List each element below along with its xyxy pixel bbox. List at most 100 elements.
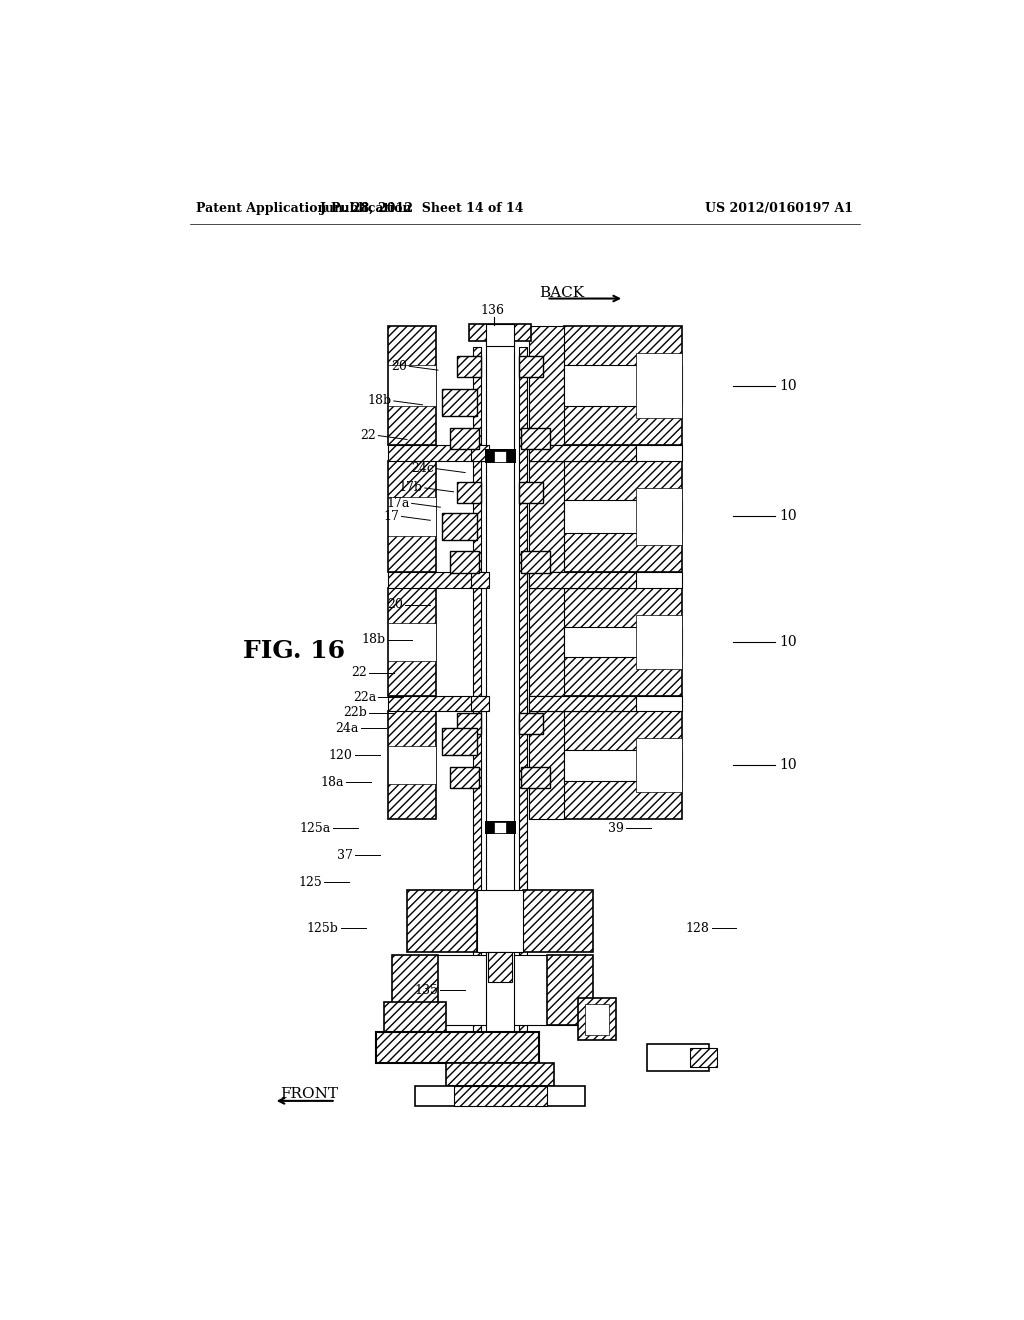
Bar: [442, 389, 477, 416]
Bar: [388, 746, 436, 784]
Bar: [458, 355, 480, 378]
Bar: [388, 589, 436, 696]
Bar: [391, 956, 438, 1024]
Bar: [528, 326, 563, 445]
Text: 22a: 22a: [352, 690, 376, 704]
Bar: [407, 890, 477, 952]
Bar: [521, 428, 550, 449]
Bar: [488, 952, 512, 982]
Text: 125: 125: [298, 875, 322, 888]
Bar: [469, 323, 531, 341]
Text: Jun. 28, 2012  Sheet 14 of 14: Jun. 28, 2012 Sheet 14 of 14: [321, 202, 524, 215]
Bar: [563, 364, 682, 407]
Bar: [450, 552, 479, 573]
Bar: [563, 711, 682, 818]
Text: 125b: 125b: [307, 921, 339, 935]
Bar: [519, 355, 543, 378]
Bar: [454, 1086, 547, 1106]
Text: 17b: 17b: [398, 482, 423, 495]
Bar: [528, 445, 682, 461]
Text: 24c: 24c: [412, 462, 434, 475]
Bar: [528, 696, 636, 711]
Bar: [636, 615, 682, 669]
Bar: [528, 696, 623, 711]
Bar: [528, 589, 563, 696]
Bar: [388, 696, 506, 711]
Bar: [450, 428, 479, 449]
Bar: [471, 572, 488, 589]
Bar: [578, 998, 616, 1040]
Bar: [471, 696, 488, 711]
Bar: [647, 1044, 710, 1071]
Text: 120: 120: [329, 748, 352, 762]
Bar: [690, 1048, 717, 1067]
Bar: [458, 482, 480, 503]
Text: 17a: 17a: [386, 496, 410, 510]
Text: 10: 10: [779, 635, 797, 649]
Bar: [473, 347, 480, 1052]
Bar: [484, 821, 515, 834]
Text: 22: 22: [351, 667, 367, 680]
Bar: [486, 323, 514, 1074]
Bar: [563, 750, 682, 780]
Bar: [486, 323, 514, 346]
Text: 18b: 18b: [361, 634, 385, 647]
Bar: [528, 445, 623, 461]
Bar: [563, 589, 682, 696]
Bar: [563, 627, 682, 657]
Bar: [528, 572, 682, 589]
Bar: [376, 1032, 539, 1063]
Text: 128: 128: [685, 921, 710, 935]
Text: 18a: 18a: [319, 776, 343, 788]
Text: FIG. 16: FIG. 16: [243, 639, 345, 663]
Text: 17: 17: [383, 510, 399, 523]
Text: 24a: 24a: [336, 722, 359, 735]
Text: 37: 37: [337, 849, 352, 862]
Bar: [388, 623, 436, 661]
Bar: [563, 461, 682, 572]
Bar: [519, 347, 527, 1052]
Bar: [563, 326, 682, 445]
Bar: [519, 482, 543, 503]
Text: 22: 22: [360, 429, 376, 442]
Bar: [415, 1086, 586, 1106]
Bar: [458, 713, 480, 734]
Text: 10: 10: [779, 510, 797, 524]
Bar: [523, 890, 593, 952]
Bar: [528, 711, 563, 818]
Bar: [636, 738, 682, 792]
Bar: [391, 956, 578, 1024]
Bar: [388, 711, 436, 818]
Bar: [477, 890, 523, 952]
Text: 22b: 22b: [343, 706, 367, 719]
Text: FRONT: FRONT: [280, 1086, 338, 1101]
Text: 39: 39: [608, 822, 624, 834]
Text: US 2012/0160197 A1: US 2012/0160197 A1: [705, 202, 853, 215]
Text: 20: 20: [391, 360, 407, 372]
Text: 136: 136: [480, 305, 505, 317]
Text: BACK: BACK: [539, 286, 584, 300]
Bar: [519, 713, 543, 734]
Bar: [528, 572, 623, 589]
Text: Patent Application Publication: Patent Application Publication: [197, 202, 412, 215]
Bar: [442, 512, 477, 540]
Bar: [471, 445, 488, 461]
Text: 20: 20: [387, 598, 403, 611]
Bar: [586, 1003, 608, 1035]
Bar: [547, 956, 593, 1024]
Text: 135: 135: [414, 983, 438, 997]
Bar: [636, 488, 682, 545]
Text: 10: 10: [779, 758, 797, 772]
Bar: [528, 572, 636, 589]
Text: 125a: 125a: [300, 822, 331, 834]
Bar: [445, 1063, 554, 1086]
Bar: [494, 451, 506, 462]
Bar: [528, 461, 563, 572]
Bar: [528, 696, 682, 711]
Text: 10: 10: [779, 379, 797, 392]
Bar: [494, 822, 506, 833]
Bar: [388, 498, 436, 536]
Bar: [388, 445, 506, 461]
Bar: [521, 552, 550, 573]
Bar: [388, 364, 436, 407]
